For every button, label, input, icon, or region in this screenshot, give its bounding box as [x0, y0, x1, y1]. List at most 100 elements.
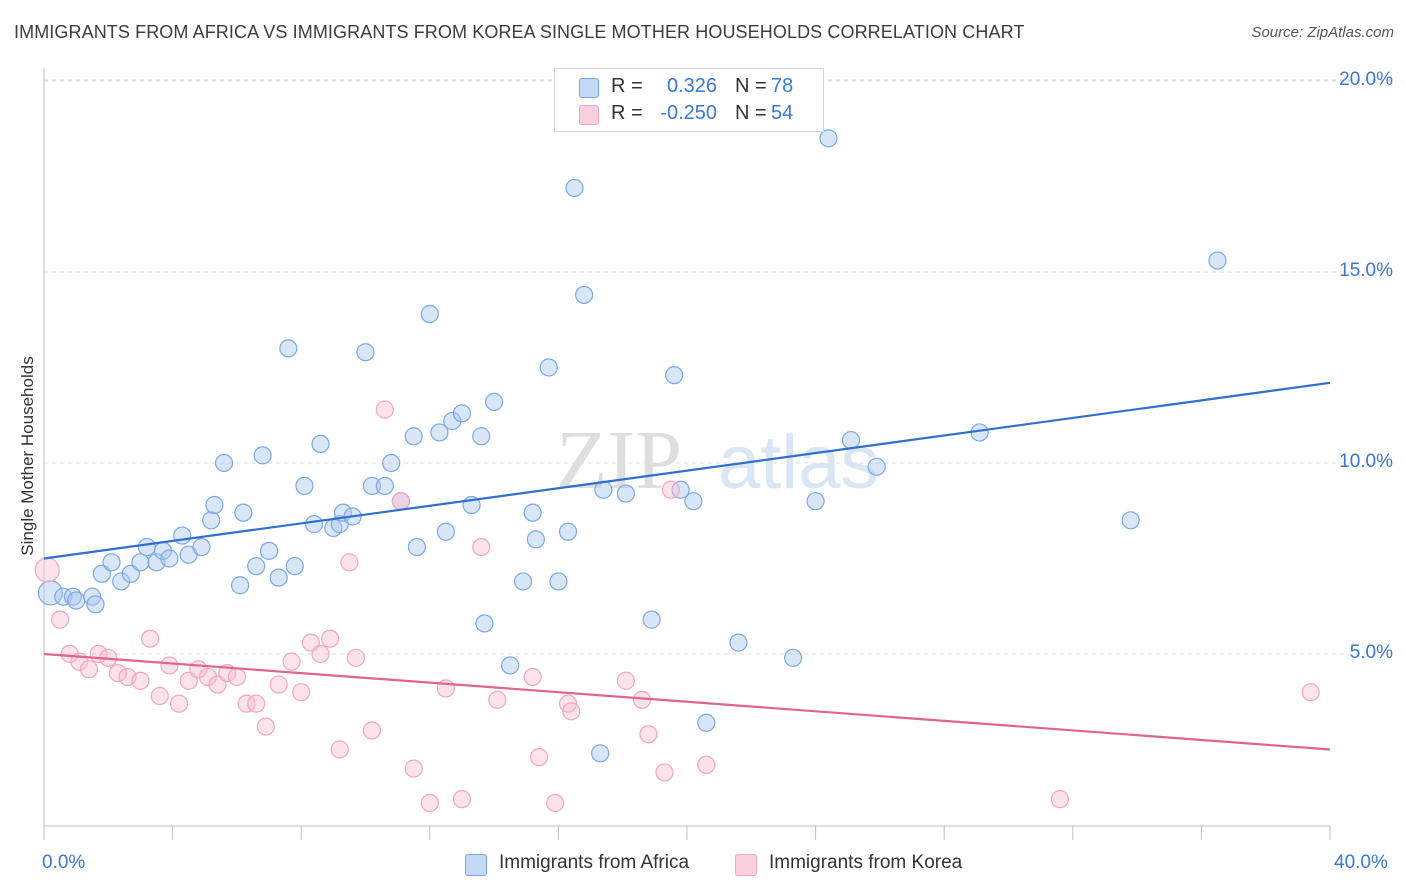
africa-point [1208, 251, 1227, 270]
korea-point [50, 610, 70, 629]
africa-point [86, 595, 105, 614]
trend-lines [43, 381, 1331, 751]
africa-point [452, 404, 472, 423]
trend-line-korea [43, 652, 1331, 751]
africa-point [575, 285, 594, 305]
africa-point [475, 614, 494, 633]
legend-r-label-africa: R = [611, 75, 643, 97]
africa-point [311, 434, 330, 453]
africa-point [642, 610, 661, 629]
series-korea-points [34, 400, 1320, 813]
korea-point [375, 400, 394, 419]
korea-point [530, 748, 549, 767]
legend-n-label-korea: N = [735, 102, 767, 124]
africa-point [539, 358, 558, 377]
korea-point [227, 667, 246, 687]
y-tick-label: 5.0% [1349, 642, 1393, 663]
korea-point [661, 480, 681, 499]
korea-point [79, 660, 99, 679]
korea-point [330, 740, 349, 759]
africa-point [591, 744, 610, 763]
korea-point [292, 683, 311, 702]
africa-point [671, 480, 690, 499]
africa-point [362, 476, 382, 496]
africa-point [729, 633, 748, 652]
africa-point [231, 576, 250, 595]
korea-point [391, 492, 410, 511]
axes [43, 68, 1331, 840]
korea-point [282, 652, 301, 671]
africa-point [684, 492, 703, 511]
africa-point [513, 572, 533, 591]
africa-point [549, 572, 568, 591]
africa-point [192, 537, 211, 557]
chart-title: IMMIGRANTS FROM AFRICA VS IMMIGRANTS FRO… [14, 22, 1025, 42]
africa-point [382, 453, 401, 473]
korea-point [269, 675, 288, 694]
africa-point [526, 530, 545, 549]
y-tick-label: 20.0% [1339, 69, 1393, 90]
africa-point [259, 541, 279, 560]
korea-point [488, 690, 507, 709]
africa-point [253, 446, 272, 465]
africa-point [841, 430, 861, 450]
africa-point [436, 522, 455, 541]
legend-n-label-africa: N = [735, 75, 767, 97]
bottom-legend-swatch-korea [735, 854, 757, 876]
africa-point [285, 557, 304, 576]
legend-n-value-korea: 54 [771, 102, 794, 124]
korea-point [160, 656, 179, 675]
africa-point [205, 495, 224, 515]
africa-point [697, 713, 716, 732]
korea-point [616, 671, 636, 690]
korea-point [472, 537, 491, 557]
korea-point [420, 793, 439, 813]
x-tick-label-min: 0.0% [42, 852, 86, 873]
korea-point [546, 793, 565, 813]
africa-point [247, 557, 266, 576]
watermark-zip: ZIP [556, 414, 682, 507]
korea-point [404, 759, 423, 778]
korea-point [108, 663, 128, 683]
africa-point [112, 572, 131, 591]
legend-swatch-africa [579, 78, 599, 98]
africa-point [523, 503, 542, 522]
y-tick-label: 15.0% [1339, 260, 1393, 281]
africa-point [501, 656, 520, 675]
africa-point [1121, 511, 1140, 530]
africa-point [67, 591, 86, 610]
africa-point [102, 553, 121, 572]
series-africa-points [37, 129, 1227, 763]
africa-point [819, 129, 838, 148]
legend-n-value-africa: 78 [771, 75, 794, 97]
legend-r-value-africa: 0.326 [666, 75, 717, 97]
korea-point [639, 725, 658, 744]
bottom-legend-label-korea: Immigrants from Korea [769, 852, 963, 873]
korea-point [169, 694, 189, 713]
africa-point [485, 392, 504, 411]
korea-point [140, 629, 160, 648]
korea-point [237, 694, 256, 713]
africa-point [356, 343, 375, 362]
korea-point [150, 686, 169, 706]
africa-point [160, 549, 179, 568]
africa-point [234, 503, 253, 522]
korea-point [697, 755, 716, 774]
africa-point [472, 427, 491, 446]
africa-point [565, 178, 584, 198]
korea-point [198, 667, 218, 687]
africa-point [214, 453, 234, 473]
africa-point [806, 492, 825, 511]
korea-point [523, 667, 542, 687]
korea-point [247, 694, 266, 713]
korea-point [452, 790, 472, 809]
korea-point [362, 721, 382, 740]
africa-point [137, 537, 156, 557]
africa-point [407, 537, 427, 557]
korea-point [655, 763, 674, 782]
korea-point [256, 717, 275, 736]
korea-point [60, 644, 79, 664]
legend-r-label-korea: R = [611, 102, 643, 124]
korea-point [562, 702, 581, 721]
